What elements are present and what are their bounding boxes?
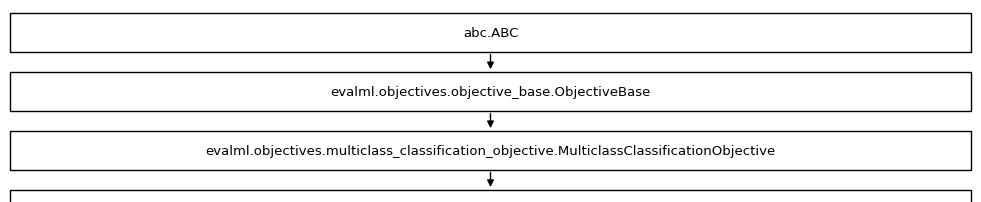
Text: evalml.objectives.objective_base.ObjectiveBase: evalml.objectives.objective_base.Objecti… xyxy=(331,85,650,98)
Bar xyxy=(10,131,971,170)
Text: abc.ABC: abc.ABC xyxy=(463,27,518,40)
Bar xyxy=(10,190,971,202)
Bar xyxy=(10,73,971,111)
Bar xyxy=(10,14,971,53)
Text: evalml.objectives.multiclass_classification_objective.MulticlassClassificationOb: evalml.objectives.multiclass_classificat… xyxy=(205,144,776,157)
